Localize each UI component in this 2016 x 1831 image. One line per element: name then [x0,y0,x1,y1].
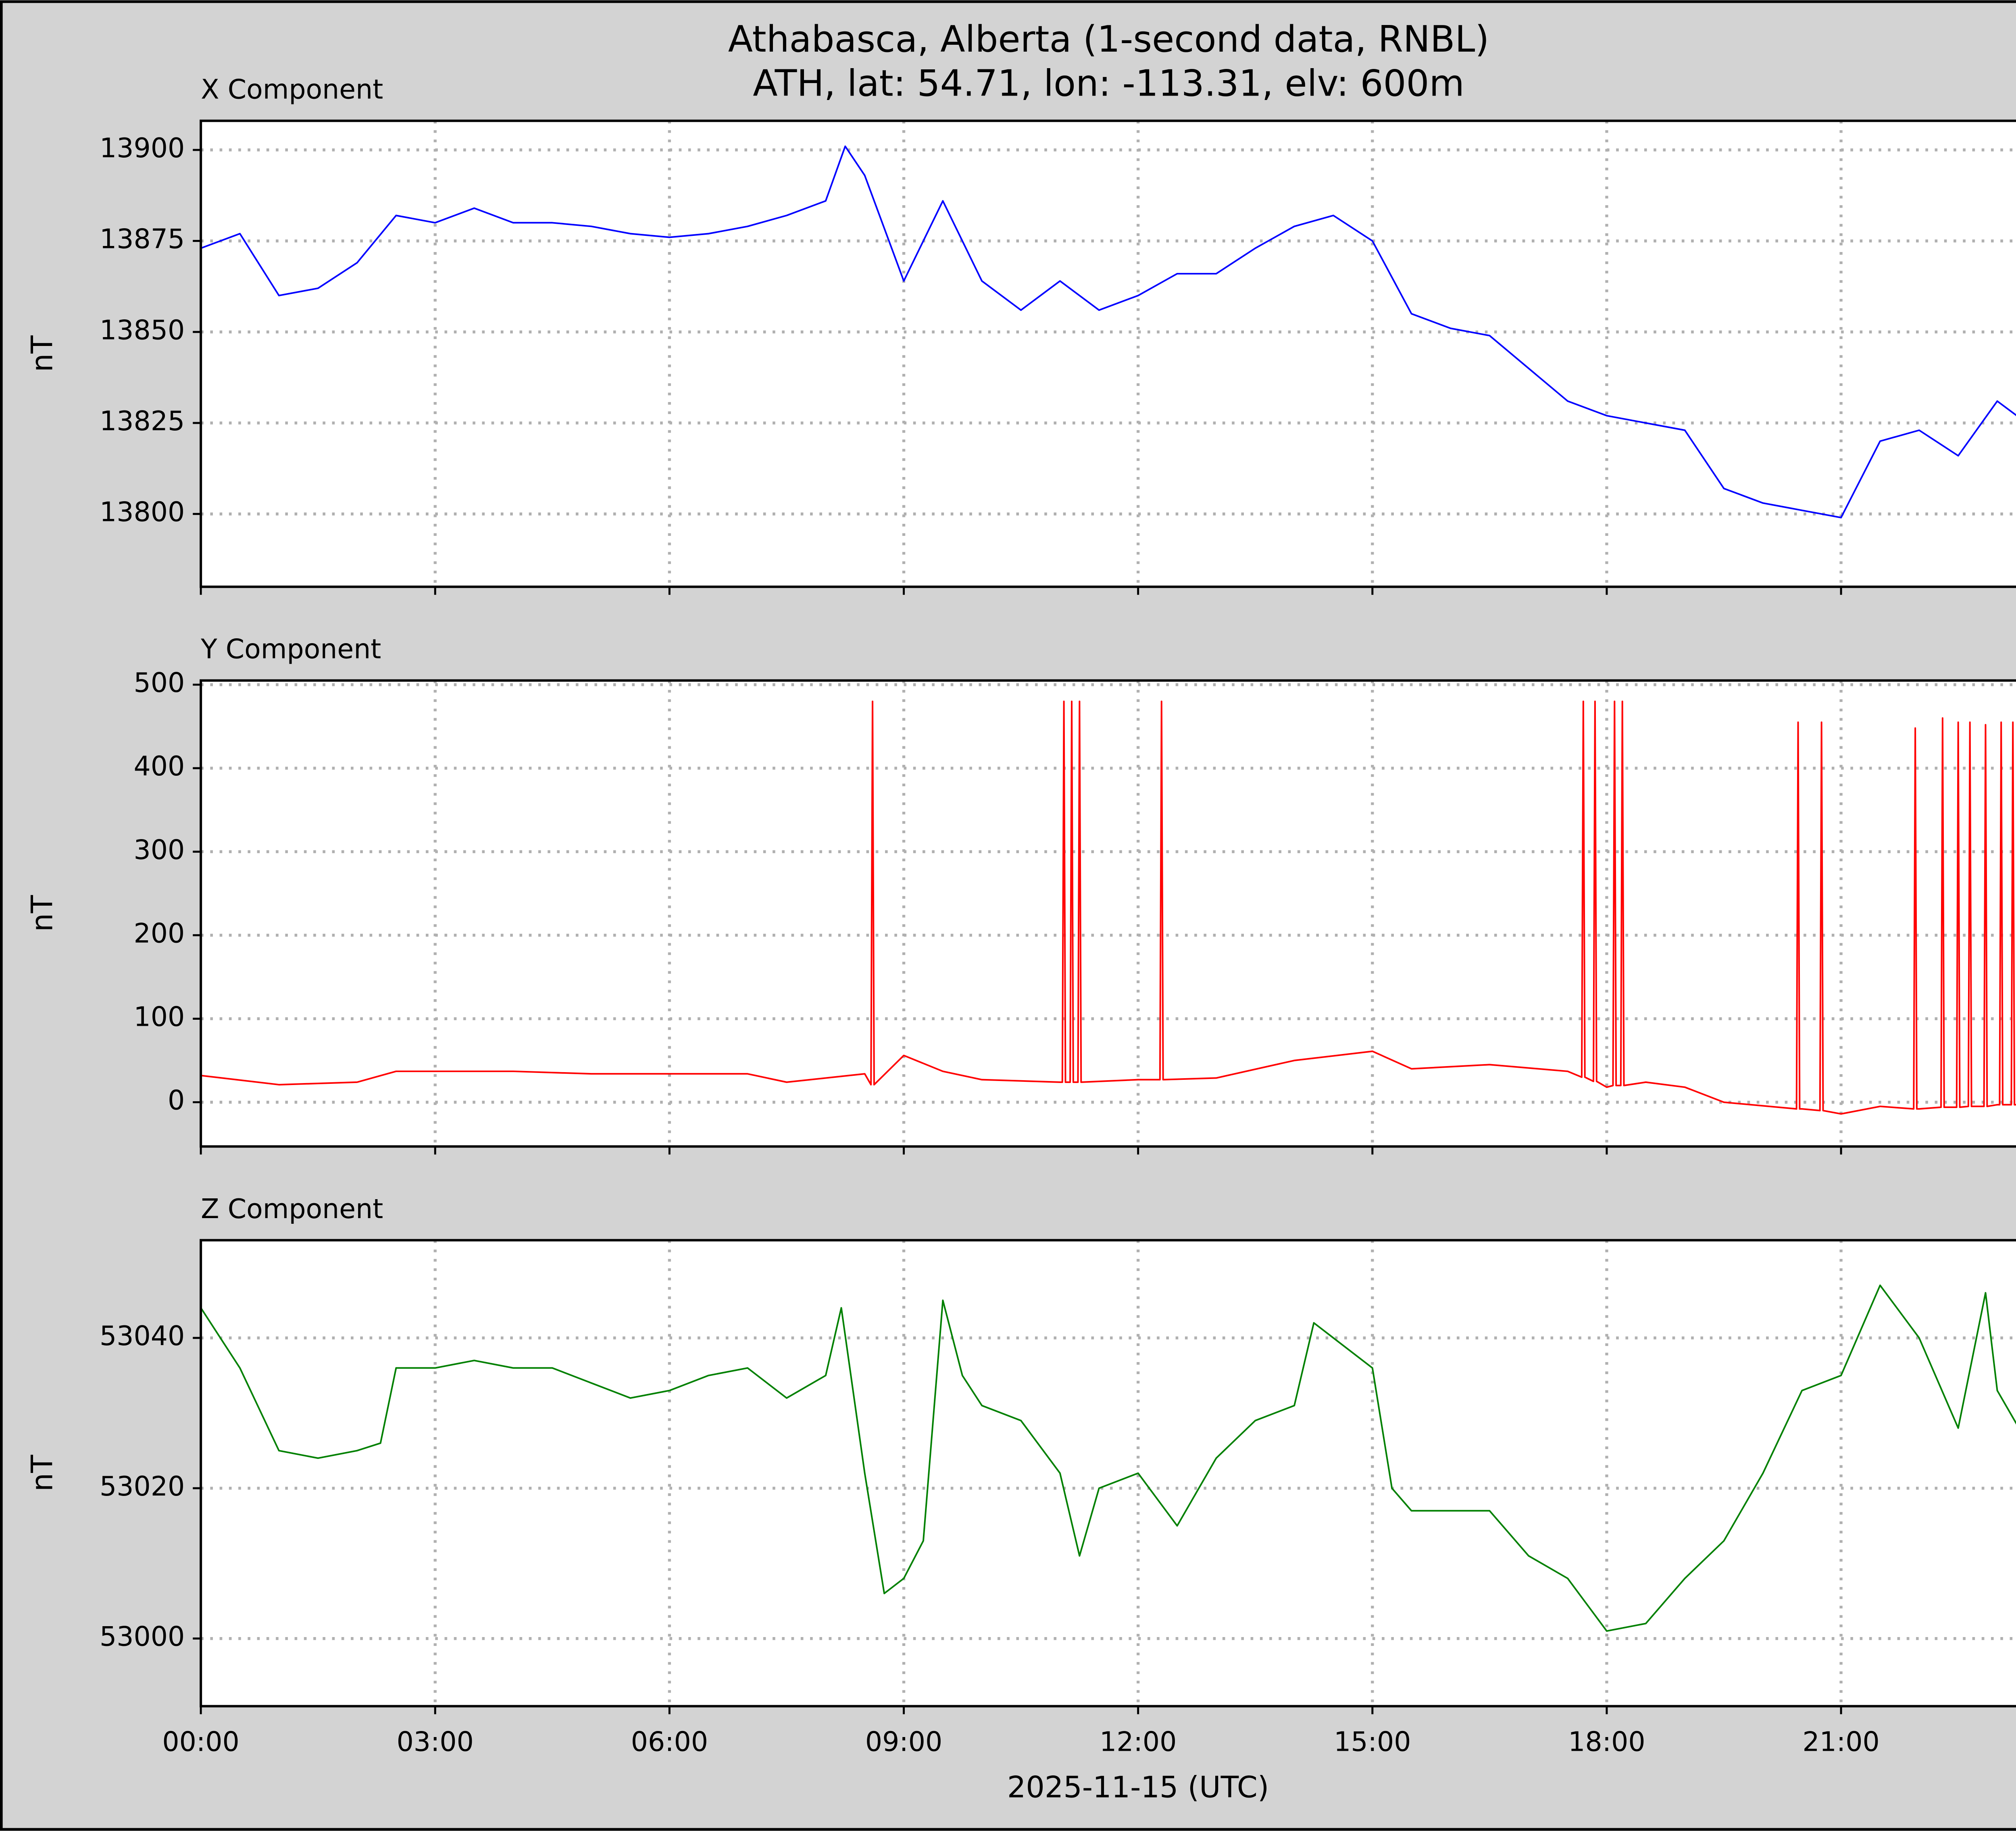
x-tick-label: 09:00 [865,1726,942,1757]
x-tick-label: 03:00 [397,1726,474,1757]
y-tick-label: 200 [134,917,185,949]
x-tick-label: 00:00 [162,1726,239,1757]
data-line [201,700,2016,1115]
x-tick-label: 21:00 [1802,1726,1879,1757]
y-tick-label: 13900 [100,132,185,164]
panel-title: Z Component [201,1193,383,1225]
y-tick-label: 300 [134,834,185,865]
plot-frame [200,119,2016,588]
y-tick-label: 53000 [100,1621,185,1652]
plot-area [201,1240,2016,1706]
x-tick-label: 15:00 [1334,1726,1411,1757]
y-tick-label: 0 [168,1085,185,1116]
plot-area [201,121,2016,587]
y-axis-label: nT [25,335,60,372]
panel-title: Y Component [200,633,381,665]
y-tick-label: 13850 [100,314,185,346]
x-tick-label: 06:00 [631,1726,708,1757]
x-tick-label: 12:00 [1100,1726,1177,1757]
y-tick-label: 400 [134,750,185,782]
y-tick-label: 100 [134,1001,185,1033]
x-tick-label: 18:00 [1568,1726,1645,1757]
y-tick-label: 500 [134,667,185,698]
figure-subtitle: ATH, lat: 54.71, lon: -113.31, elv: 600m [753,63,1464,105]
y-tick-label: 13800 [100,496,185,528]
y-axis-label: nT [25,1455,60,1491]
x-axis-label: 2025-11-15 (UTC) [1007,1770,1269,1804]
plot-area [201,680,2016,1147]
data-line [201,145,2016,519]
plot-frame [200,1239,2016,1708]
panel-title: X Component [201,74,383,105]
y-tick-label: 53040 [100,1320,185,1352]
y-axis-label: nT [25,895,60,932]
y-tick-label: 53020 [100,1471,185,1502]
y-tick-label: 13875 [100,223,185,255]
plot-frame [200,679,2016,1148]
y-tick-label: 13825 [100,405,185,437]
figure-title: Athabasca, Alberta (1-second data, RNBL) [728,19,1489,60]
data-line [201,1284,2016,1632]
